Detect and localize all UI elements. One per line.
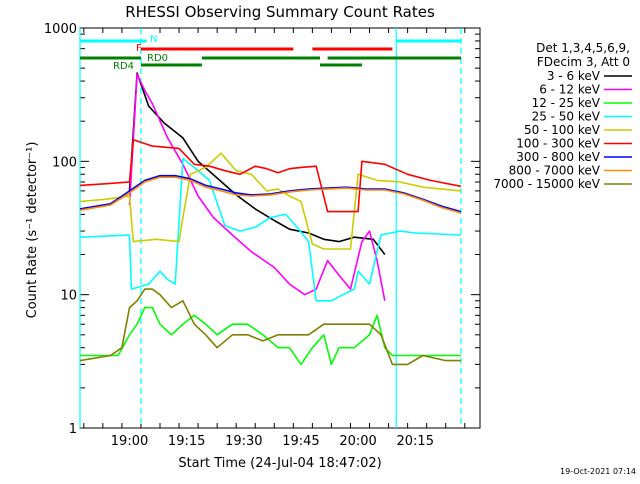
- legend-label: 50 - 100 keV: [524, 123, 601, 137]
- legend-label: 3 - 6 keV: [547, 69, 601, 83]
- x-axis-label: Start Time (24-Jul-04 18:47:02): [178, 456, 381, 471]
- series-line-7000-15000-kev: [79, 288, 461, 366]
- series-line-300-800-kev: [79, 174, 462, 213]
- series-line-3-6-kev: [128, 72, 386, 255]
- series-line-25-50-kev: [79, 157, 462, 302]
- state-bar-label-f: F: [136, 43, 142, 54]
- series-line-12-25-kev: [80, 306, 461, 366]
- state-bar-label-rd0: RD0: [147, 53, 168, 64]
- y-axis-label: Count Rate (s⁻¹ detector⁻¹): [25, 142, 40, 319]
- legend-label: 6 - 12 keV: [539, 83, 601, 97]
- legend-label: 7000 - 15000 keV: [493, 177, 600, 191]
- plot-frame: [79, 27, 481, 429]
- series-line-6-12-kev: [128, 73, 386, 301]
- state-bar-label-n: N: [150, 34, 157, 45]
- y-tick-label: 1: [69, 422, 77, 437]
- y-tick-label: 100: [52, 155, 77, 170]
- legend-label: 800 - 7000 keV: [509, 164, 601, 178]
- x-tick-label: 19:15: [168, 434, 205, 449]
- chart-title: RHESSI Observing Summary Count Rates: [125, 3, 435, 21]
- series-line-50-100-kev: [79, 152, 462, 250]
- state-bar-label-rd4: RD4: [113, 61, 134, 72]
- x-tick-label: 19:30: [225, 434, 262, 449]
- legend-label: 12 - 25 keV: [532, 96, 601, 110]
- legend-header-line-1: Det 1,3,4,5,6,9,: [536, 41, 630, 55]
- legend-header-line-2: FDecim 3, Att 0: [537, 55, 630, 69]
- x-tick-label: 20:00: [339, 434, 376, 449]
- legend-label: 300 - 800 keV: [516, 150, 600, 164]
- footer-timestamp: 19-Oct-2021 07:14: [560, 467, 636, 476]
- y-tick-label: 1000: [44, 22, 77, 37]
- legend-label: 100 - 300 keV: [516, 137, 600, 151]
- x-tick-label: 20:15: [397, 434, 434, 449]
- series-line-100-300-kev: [79, 139, 462, 213]
- series-line-800-7000-kev: [79, 176, 462, 214]
- x-tick-label: 19:45: [282, 434, 319, 449]
- y-tick-label: 10: [60, 289, 77, 304]
- x-tick-label: 19:00: [111, 434, 148, 449]
- legend-label: 25 - 50 keV: [532, 110, 601, 124]
